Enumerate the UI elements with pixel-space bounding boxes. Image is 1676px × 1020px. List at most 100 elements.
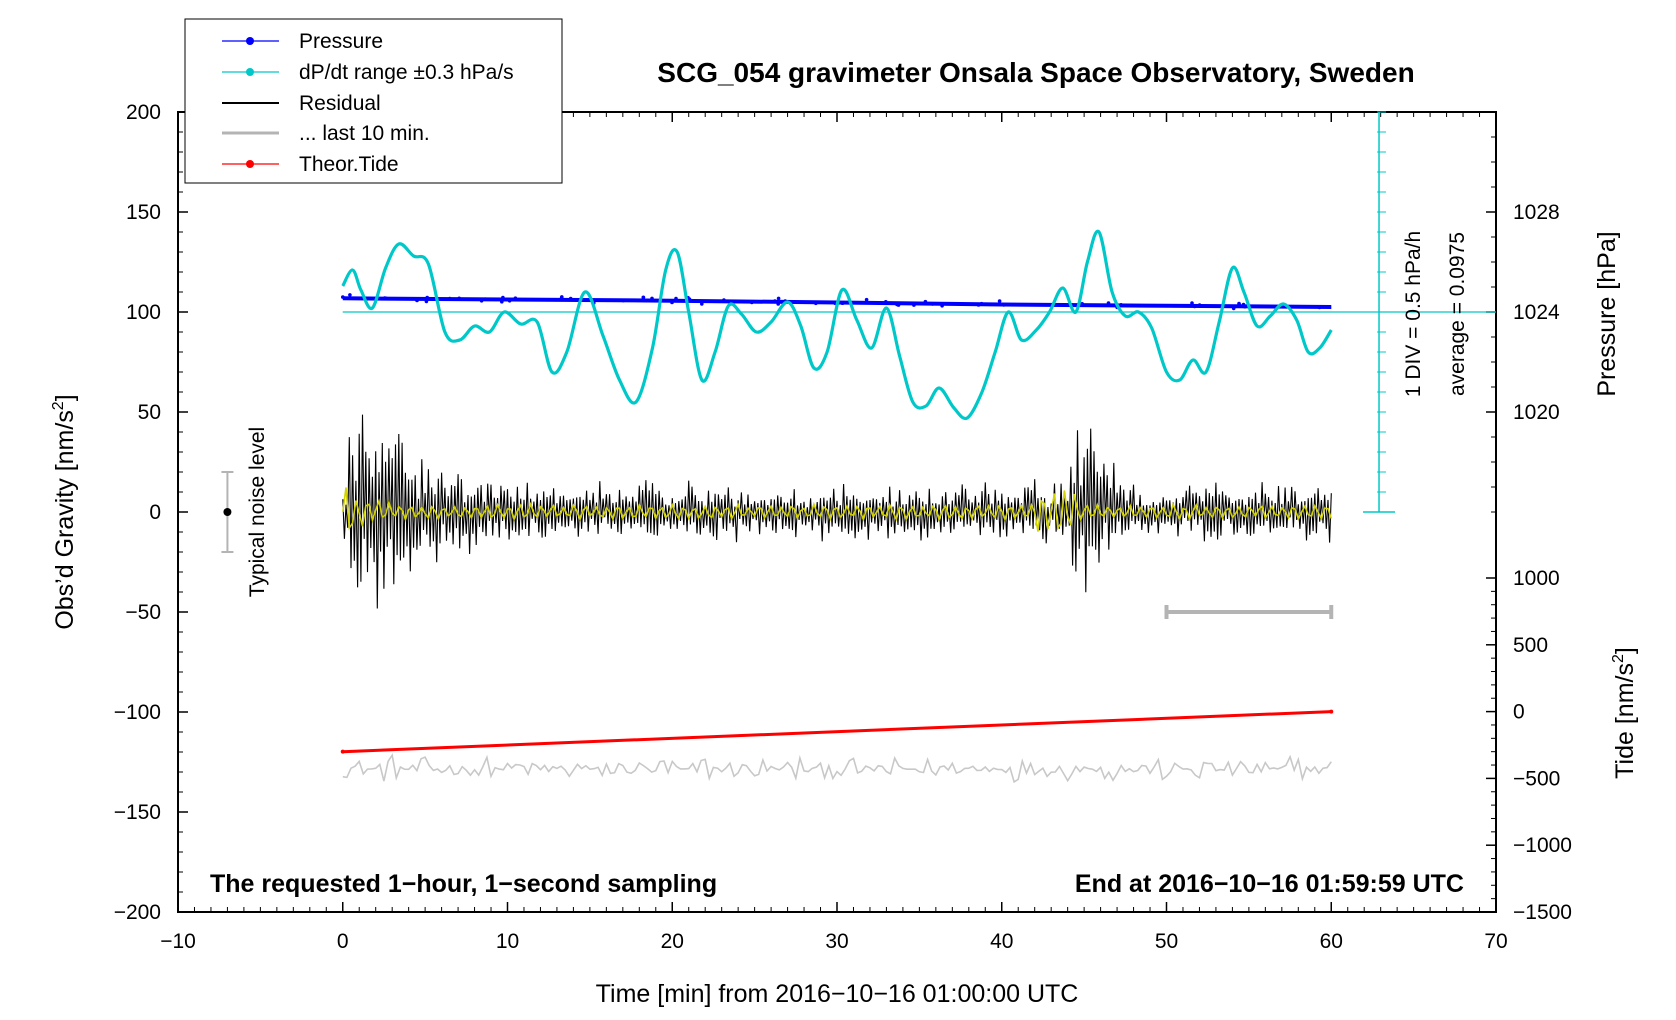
pressure-point (483, 297, 488, 302)
x-tick-label: 0 (337, 930, 349, 953)
dpdt-div-label: 1 DIV = 0.5 hPa/h (1402, 231, 1425, 397)
pressure-point (574, 298, 578, 302)
theoretical-tide-point (1329, 709, 1334, 714)
x-tick-label: 30 (825, 930, 848, 953)
pressure-tick-label: 1020 (1513, 401, 1560, 424)
pressure-point (840, 301, 845, 306)
pressure-point (501, 295, 505, 300)
pressure-point (930, 302, 935, 306)
y-left-tick-label: 150 (126, 201, 161, 224)
pressure-point (814, 301, 818, 306)
y-left-tick-label: −200 (114, 901, 161, 924)
pressure-point (1192, 304, 1197, 309)
pressure-point (1237, 302, 1241, 307)
pressure-point (940, 304, 944, 308)
y-left-tick-label: −50 (125, 601, 161, 624)
legend-marker-dpdt (246, 68, 254, 76)
pressure-point (1119, 303, 1123, 307)
residual-smoothed-trace (342, 487, 1333, 532)
pressure-point (641, 295, 646, 300)
pressure-point (341, 295, 345, 299)
pressure-point (513, 296, 518, 301)
pressure-point (776, 296, 781, 301)
pressure-point (923, 299, 928, 304)
legend: Pressure dP/dt range ±0.3 hPa/s Residual… (184, 18, 563, 184)
pressure-point (700, 302, 704, 306)
pressure-point (1190, 301, 1194, 305)
pressure-point (1317, 305, 1322, 310)
tick-labels: −10 0 10 20 30 40 50 60 70200150100500−50−100−15… (114, 101, 1572, 953)
pressure-point (650, 296, 654, 301)
pressure-point (997, 299, 1002, 303)
x-tick-label: −10 (160, 930, 196, 953)
y-axis-label-pressure: Pressure [hPa] (1593, 231, 1621, 396)
annotation-sampling: The requested 1−hour, 1−second sampling (210, 870, 717, 898)
pressure-point (424, 299, 429, 304)
pressure-point (1197, 303, 1202, 307)
tide-tick-label: −1000 (1513, 834, 1572, 857)
pressure-point (1241, 302, 1246, 307)
tide-tick-label: 1000 (1513, 567, 1560, 590)
pressure-point (976, 303, 981, 307)
pressure-point (457, 296, 462, 301)
tide-noise-trace (342, 753, 1332, 784)
legend-label-dpdt: dP/dt range ±0.3 hPa/s (299, 61, 514, 84)
theoretical-tide-line (342, 710, 1332, 754)
pressure-point (895, 302, 899, 307)
pressure-point (568, 297, 573, 302)
annotation-end-time: End at 2016−10−16 01:59:59 UTC (1075, 870, 1464, 898)
legend-entry-last-10-min: ... last 10 min. (222, 122, 430, 145)
x-tick-label: 50 (1155, 930, 1178, 953)
theoretical-tide-point (340, 749, 345, 754)
pressure-point (776, 302, 780, 306)
pressure-point (670, 300, 674, 305)
pressure-point (1080, 302, 1084, 306)
x-tick-label: 60 (1320, 930, 1343, 953)
x-tick-label: 10 (496, 930, 519, 953)
y-left-tick-label: 0 (149, 501, 161, 524)
legend-label-theor-tide: Theor.Tide (299, 153, 399, 176)
pressure-point (864, 297, 869, 302)
x-tick-label: 20 (661, 930, 684, 953)
pressure-point (988, 302, 993, 307)
pressure-point (384, 296, 389, 301)
pressure-point (348, 293, 352, 297)
pressure-point (1002, 303, 1006, 307)
noise-level-label: Typical noise level (246, 427, 269, 597)
y-left-tick-label: 200 (126, 101, 161, 124)
pressure-point (448, 296, 452, 301)
pressure-point (979, 301, 984, 306)
legend-label-pressure: Pressure (299, 30, 383, 53)
noise-level-dot (223, 508, 232, 516)
pressure-point (722, 298, 726, 302)
data-layer (221, 111, 1496, 784)
y-left-tick-label: −100 (114, 701, 161, 724)
x-axis-label: Time [min] from 2016−10−16 01:00:00 UTC (596, 980, 1079, 1008)
legend-label-last-10-min: ... last 10 min. (299, 122, 430, 145)
pressure-point (750, 300, 754, 305)
pressure-point (884, 300, 888, 304)
y-left-tick-label: −150 (114, 801, 161, 824)
legend-entry-theor-tide: Theor.Tide (222, 153, 399, 176)
dpdt-average-label: average = 0.0975 (1446, 232, 1469, 396)
pressure-point (479, 299, 484, 303)
legend-entry-residual: Residual (222, 92, 381, 115)
tide-tick-label: 500 (1513, 634, 1548, 657)
tide-tick-label: 0 (1513, 701, 1525, 724)
pressure-point (773, 299, 777, 303)
legend-entry-pressure: Pressure (222, 30, 383, 53)
pressure-point (500, 299, 504, 304)
pressure-tick-label: 1024 (1513, 301, 1560, 324)
legend-box (184, 18, 563, 184)
pressure-point (560, 295, 564, 299)
pressure-point (1106, 301, 1111, 305)
dpdt-curve (341, 229, 1333, 421)
pressure-point (507, 299, 512, 303)
legend-marker-theor-tide (246, 160, 254, 168)
x-tick-label: 70 (1484, 930, 1507, 953)
pressure-point (912, 303, 916, 307)
pressure-point (621, 298, 626, 303)
y-axis-label-left: Obs’d Gravity [nm/s2] (50, 394, 79, 629)
tide-tick-label: −500 (1513, 767, 1560, 790)
